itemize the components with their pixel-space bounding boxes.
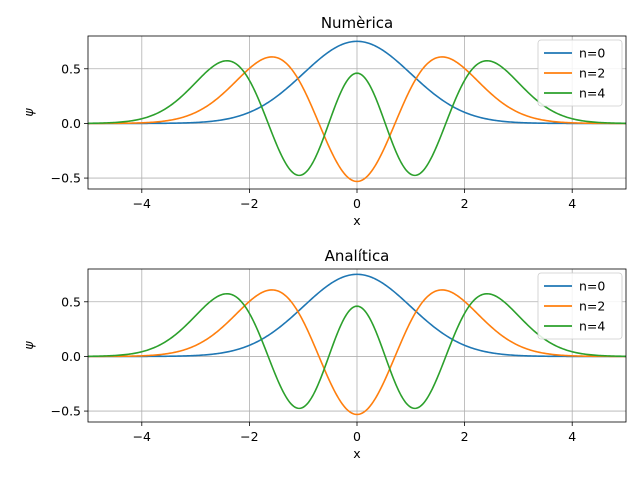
legend-label-n=0: n=0 <box>579 46 605 61</box>
x-tick-label: 2 <box>461 196 469 211</box>
legend-box <box>537 39 623 107</box>
plot-panel-2: −4 −2 0 2 4 −0.5 0.0 0.5 Analítica x ψ n=0 n=2 n=4 <box>21 247 627 461</box>
y-axis-label: ψ <box>21 108 36 117</box>
legend-label-n=4: n=4 <box>579 86 605 101</box>
x-tick-label: 4 <box>568 429 576 444</box>
y-tick-label: −0.5 <box>51 171 81 186</box>
y-tick-label: −0.5 <box>51 404 81 419</box>
y-tick-label: 0.0 <box>61 349 81 364</box>
legend: n=0 n=2 n=4 <box>537 272 623 340</box>
series-line-n=2 <box>88 289 626 416</box>
legend-label-n=0: n=0 <box>579 279 605 294</box>
y-axis-label: ψ <box>21 341 36 350</box>
x-tick-label: −2 <box>240 196 258 211</box>
series-line-n=2 <box>88 56 626 183</box>
legend-box <box>537 272 623 340</box>
x-tick-label: −4 <box>133 196 151 211</box>
y-tick-label: 0.5 <box>61 61 81 76</box>
x-tick-label: 0 <box>353 196 361 211</box>
y-tick-label: 0.0 <box>61 116 81 131</box>
series-line-n=4 <box>88 292 626 410</box>
x-tick-label: −2 <box>240 429 258 444</box>
legend-label-n=2: n=2 <box>579 66 605 81</box>
x-tick-label: 4 <box>568 196 576 211</box>
legend-label-n=2: n=2 <box>579 299 605 314</box>
chart-title: Numèrica <box>321 14 393 32</box>
x-tick-label: 2 <box>461 429 469 444</box>
x-axis-label: x <box>353 213 360 228</box>
legend: n=0 n=2 n=4 <box>537 39 623 107</box>
series-line-n=0 <box>88 273 626 358</box>
plot-panel-1: −4 −2 0 2 4 −0.5 0.0 0.5 Numèrica x ψ n=0 n=2 n=4 <box>21 14 627 228</box>
legend-label-n=4: n=4 <box>579 319 605 334</box>
x-axis-label: x <box>353 446 360 461</box>
series-line-n=0 <box>88 40 626 125</box>
series-line-n=4 <box>88 59 626 177</box>
x-tick-label: 0 <box>353 429 361 444</box>
y-tick-label: 0.5 <box>61 294 81 309</box>
chart-title: Analítica <box>325 247 390 265</box>
x-tick-label: −4 <box>133 429 151 444</box>
